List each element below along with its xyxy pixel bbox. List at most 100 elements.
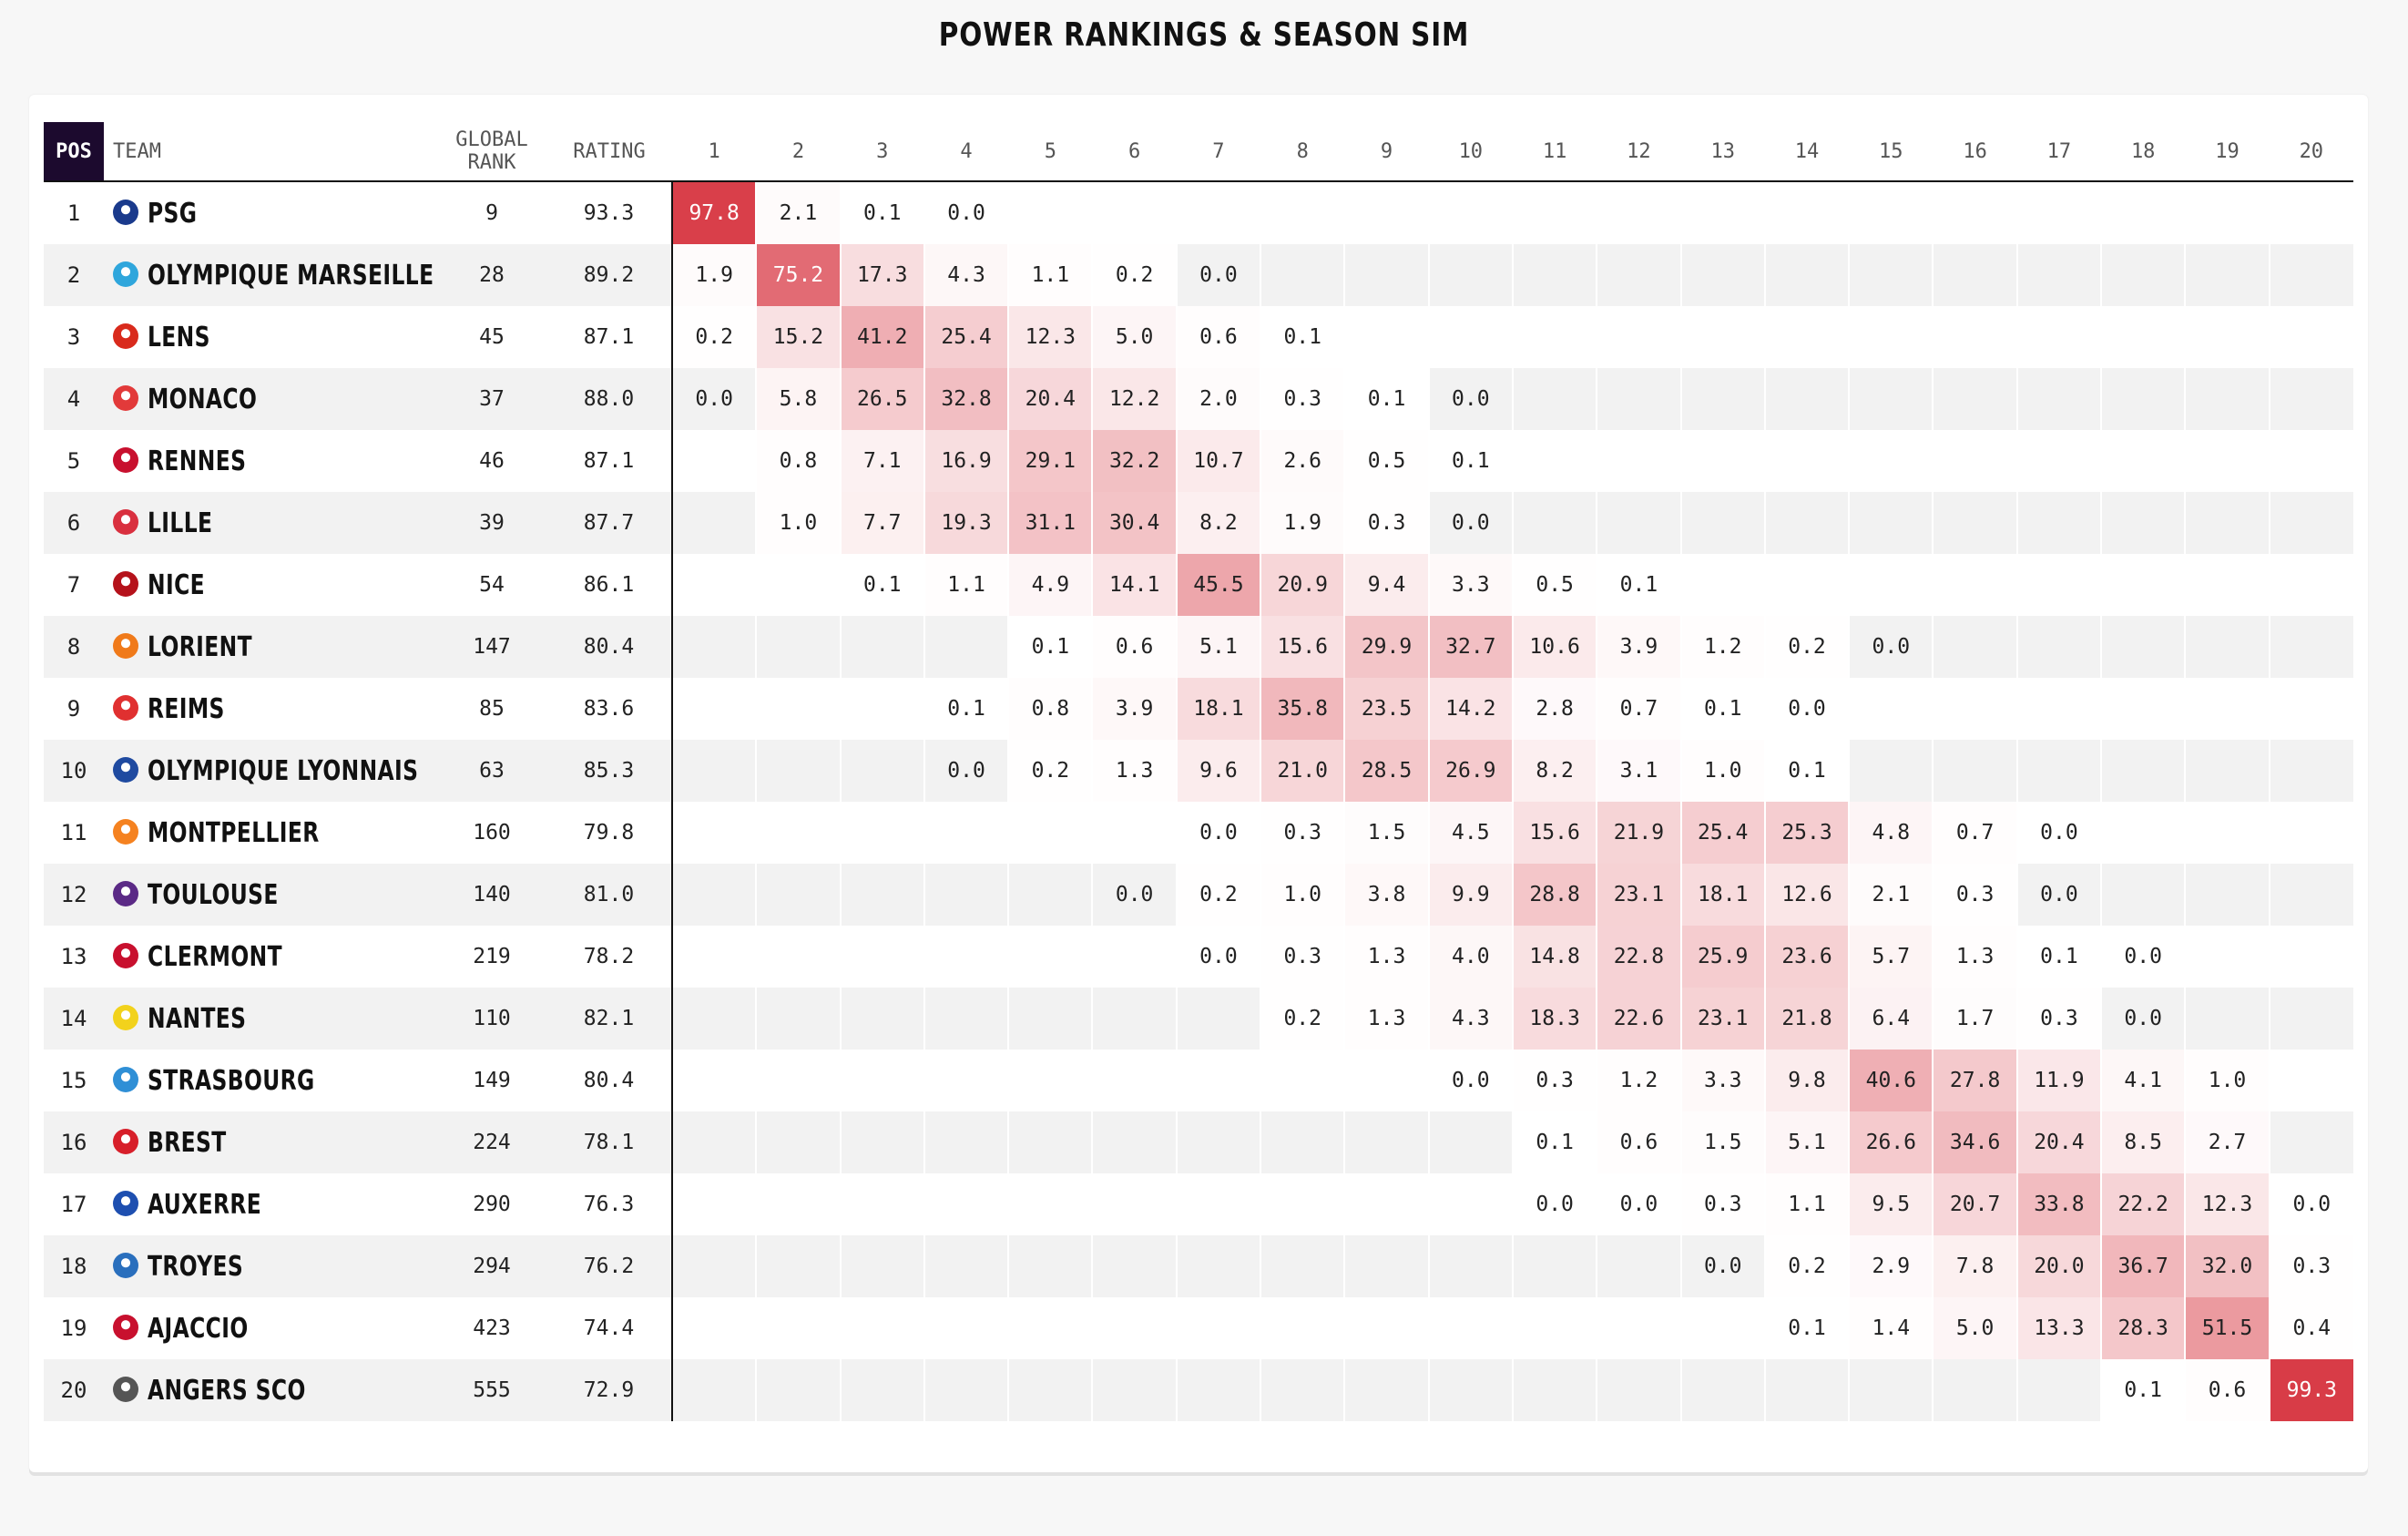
header-position-12[interactable]: 12 — [1597, 122, 1681, 182]
table-row[interactable]: 8 LORIENT 147 80.4 0.1 0.6 5.1 15.6 29.9 32.7 10.6… — [44, 616, 2353, 678]
row-team[interactable]: OLYMPIQUE MARSEILLE — [104, 244, 437, 306]
header-position-5[interactable]: 5 — [1008, 122, 1093, 182]
header-position-10[interactable]: 10 — [1428, 122, 1513, 182]
header-position-18[interactable]: 18 — [2101, 122, 2186, 182]
row-team[interactable]: MONACO — [104, 368, 437, 430]
row-pos: 13 — [60, 944, 87, 969]
header-position-20[interactable]: 20 — [2269, 122, 2353, 182]
table-row[interactable]: 9 REIMS 85 83.6 0.1 0.8 3.9 18.1 35.8 23.5 14.2 2.8… — [44, 678, 2353, 740]
row-team[interactable]: ANGERS SCO — [104, 1359, 437, 1421]
prob-cell — [1260, 1235, 1345, 1297]
header-position-17[interactable]: 17 — [2016, 122, 2102, 182]
prob-cell — [839, 1111, 924, 1173]
row-team[interactable]: AUXERRE — [104, 1173, 437, 1235]
table-row[interactable]: 4 MONACO 37 88.0 0.0 5.8 26.5 32.8 20.4 12.2 2.0 0.… — [44, 368, 2353, 430]
row-team[interactable]: OLYMPIQUE LYONNAIS — [104, 740, 437, 802]
header-position-2[interactable]: 2 — [756, 122, 841, 182]
prob-cell: 11.9 — [2015, 1050, 2102, 1111]
row-team[interactable]: STRASBOURG — [104, 1050, 437, 1111]
prob-cell — [755, 1173, 841, 1235]
prob-cell — [2100, 368, 2186, 430]
prob-cell: 29.9 — [1343, 616, 1429, 678]
prob-cell: 0.0 — [1427, 492, 1513, 554]
header-rating[interactable]: RATING — [546, 122, 672, 182]
lens-crest-icon — [113, 323, 138, 349]
header-global-rank[interactable]: GLOBAL RANK — [437, 122, 546, 182]
table-row[interactable]: 18 TROYES 294 76.2 0.0 0.2 2.9 7.8 20.0 36.7 32.0 0… — [44, 1235, 2353, 1297]
header-position-1[interactable]: 1 — [672, 122, 757, 182]
prob-cell: 0.0 — [923, 181, 1009, 244]
table-row[interactable]: 5 RENNES 46 87.1 0.8 7.1 16.9 29.1 32.2 10.7 2.6 0.… — [44, 430, 2353, 492]
row-team[interactable]: BREST — [104, 1111, 437, 1173]
header-position-13[interactable]: 13 — [1680, 122, 1765, 182]
header-team[interactable]: TEAM — [104, 122, 437, 182]
prob-cell — [1091, 802, 1177, 864]
prob-cell — [1343, 1111, 1429, 1173]
row-rating: 85.3 — [546, 740, 672, 802]
table-row[interactable]: 14 NANTES 110 82.1 0.2 1.3 4.3 18.3 22.6 23.1 21.8… — [44, 988, 2353, 1050]
prob-cell: 1.3 — [1343, 926, 1429, 988]
row-team[interactable]: RENNES — [104, 430, 437, 492]
table-row[interactable]: 15 STRASBOURG 149 80.4 0.0 0.3 1.2 3.3 9.8 40.6 27… — [44, 1050, 2353, 1111]
row-team[interactable]: LORIENT — [104, 616, 437, 678]
row-team[interactable]: NANTES — [104, 988, 437, 1050]
table-row[interactable]: 11 MONTPELLIER 160 79.8 0.0 0.3 1.5 4.5 15.6 21.9… — [44, 802, 2353, 864]
header-position-16[interactable]: 16 — [1933, 122, 2017, 182]
prob-cell — [2015, 306, 2102, 368]
prob-cell — [2100, 554, 2186, 616]
table-row[interactable]: 3 LENS 45 87.1 0.2 15.2 41.2 25.4 12.3 5.0 0.6 0.1 — [44, 306, 2353, 368]
header-position-11[interactable]: 11 — [1512, 122, 1597, 182]
table-row[interactable]: 6 LILLE 39 87.7 1.0 7.7 19.3 31.1 30.4 8.2 1.9 0.3 0… — [44, 492, 2353, 554]
row-team[interactable]: NICE — [104, 554, 437, 616]
prob-cell — [2015, 244, 2102, 306]
table-row[interactable]: 17 AUXERRE 290 76.3 0.0 0.0 0.3 1.1 9.5 20.7 33.8 2… — [44, 1173, 2353, 1235]
table-row[interactable]: 10 OLYMPIQUE LYONNAIS 63 85.3 0.0 0.2 1.3 9.6 21… — [44, 740, 2353, 802]
row-team[interactable]: LILLE — [104, 492, 437, 554]
table-row[interactable]: 16 BREST 224 78.1 0.1 0.6 1.5 5.1 26.6 34.6 20.4 8.… — [44, 1111, 2353, 1173]
prob-cell — [1679, 181, 1765, 244]
table-row[interactable]: 12 TOULOUSE 140 81.0 0.0 0.2 1.0 3.8 9.9 28.8 23.1… — [44, 864, 2353, 926]
row-team[interactable]: LENS — [104, 306, 437, 368]
table-row[interactable]: 1 PSG 9 93.3 97.8 2.1 0.1 0.0 — [44, 181, 2353, 244]
prob-cell — [1763, 244, 1850, 306]
header-position-14[interactable]: 14 — [1764, 122, 1850, 182]
header-position-7[interactable]: 7 — [1176, 122, 1261, 182]
header-position-6[interactable]: 6 — [1092, 122, 1177, 182]
row-pos: 11 — [60, 820, 87, 845]
prob-cell — [2184, 926, 2270, 988]
header-position-9[interactable]: 9 — [1344, 122, 1429, 182]
row-team[interactable]: TROYES — [104, 1235, 437, 1297]
row-team[interactable]: CLERMONT — [104, 926, 437, 988]
prob-cell — [923, 1235, 1009, 1297]
table-row[interactable]: 7 NICE 54 86.1 0.1 1.1 4.9 14.1 45.5 20.9 9.4 3.3 0.… — [44, 554, 2353, 616]
prob-cell — [755, 864, 841, 926]
prob-cell: 0.1 — [1763, 1297, 1850, 1359]
row-team[interactable]: AJACCIO — [104, 1297, 437, 1359]
header-position-4[interactable]: 4 — [923, 122, 1009, 182]
table-row[interactable]: 2 OLYMPIQUE MARSEILLE 28 89.2 1.9 75.2 17.3 4.3… — [44, 244, 2353, 306]
row-team[interactable]: REIMS — [104, 678, 437, 740]
row-team[interactable]: MONTPELLIER — [104, 802, 437, 864]
row-global-rank: 160 — [473, 821, 511, 845]
prob-cell: 25.4 — [1679, 802, 1765, 864]
header-position-3[interactable]: 3 — [840, 122, 924, 182]
prob-cell — [1175, 1050, 1261, 1111]
team-name: CLERMONT — [148, 941, 282, 973]
prob-cell — [1091, 1173, 1177, 1235]
header-position-15[interactable]: 15 — [1849, 122, 1934, 182]
header-position-8[interactable]: 8 — [1260, 122, 1345, 182]
prob-cell: 5.0 — [1932, 1297, 2017, 1359]
table-row[interactable]: 20 ANGERS SCO 555 72.9 0.1 0.6 99.3 — [44, 1359, 2353, 1421]
header-position-19[interactable]: 19 — [2185, 122, 2270, 182]
header-pos[interactable]: POS — [44, 122, 104, 182]
prob-cell: 5.0 — [1091, 306, 1177, 368]
rankings-card: POS TEAM GLOBAL RANK RATING 1 2 3 4 5 6 7 8 9 10 1… — [29, 95, 2368, 1472]
row-pos: 12 — [44, 864, 104, 926]
prob-cell — [1848, 554, 1934, 616]
team-name: RENNES — [148, 445, 247, 477]
row-team[interactable]: TOULOUSE — [104, 864, 437, 926]
table-row[interactable]: 13 CLERMONT 219 78.2 0.0 0.3 1.3 4.0 14.8 22.8 25.… — [44, 926, 2353, 988]
table-row[interactable]: 19 AJACCIO 423 74.4 0.1 1.4 5.0 13.3 28.3 51.5 0.4 — [44, 1297, 2353, 1359]
row-team[interactable]: PSG — [104, 181, 437, 244]
team-name: STRASBOURG — [148, 1065, 315, 1097]
